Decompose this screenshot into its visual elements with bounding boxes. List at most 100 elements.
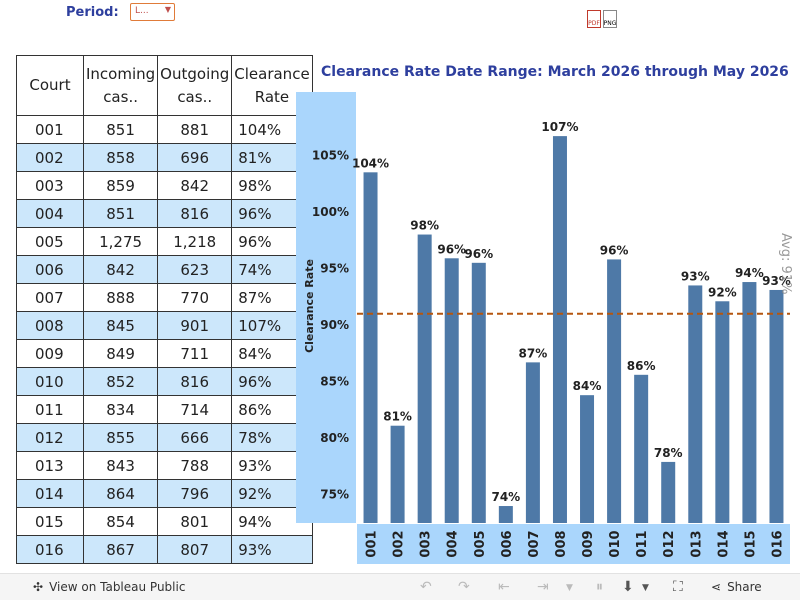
cell-incoming: 864 (82, 479, 159, 508)
header-outgoing: Outgoing cas.. (157, 55, 233, 116)
bar-data-label: 93% (762, 274, 791, 288)
cell-outgoing: 770 (157, 283, 233, 312)
clearance-rate-chart: Clearance Rate 75% 80% 85% 90% 95% 100% 105%104… (296, 92, 793, 564)
bar-007[interactable] (525, 362, 540, 523)
share-button[interactable]: ⋖ Share (711, 580, 762, 594)
bar-005[interactable] (471, 262, 486, 523)
y-tick-label: 100% (312, 205, 349, 219)
bar-009[interactable] (580, 395, 595, 523)
download-menu-chevron-icon[interactable]: ▼ (642, 583, 649, 593)
x-tick-label: 002 (392, 530, 407, 557)
bar-data-label: 74% (491, 490, 520, 504)
pdf-export-icon[interactable]: PDF (587, 10, 601, 28)
cell-incoming: 842 (82, 255, 159, 284)
table-row: 004 851 816 96% (16, 199, 313, 228)
bar-012[interactable] (661, 461, 676, 523)
chart-title: Clearance Rate Date Range: March 2026 th… (321, 64, 789, 80)
header-incoming: Incoming cas.. (82, 55, 159, 116)
bar-001[interactable] (363, 172, 378, 523)
cell-outgoing: 807 (157, 535, 233, 564)
table-row: 009 849 711 84% (16, 339, 313, 368)
y-axis-title: Clearance Rate (303, 259, 316, 353)
bar-data-label: 93% (681, 269, 710, 283)
x-axis-band (357, 524, 790, 564)
y-tick-label: 90% (320, 318, 349, 332)
footer-toolbar: ✣ View on Tableau Public ↶ ↷ ⇤ ⇥ ▼ ⏸ ⬇ ▼… (0, 573, 800, 600)
redo-icon[interactable]: ↷ (458, 579, 470, 595)
y-tick-label: 85% (320, 375, 349, 389)
cell-incoming: 859 (82, 171, 159, 200)
pause-icon[interactable]: ⏸ (596, 579, 603, 595)
cell-incoming: 858 (82, 143, 159, 172)
y-axis-band (296, 92, 356, 523)
table-row: 006 842 623 74% (16, 255, 313, 284)
table-row: 003 859 842 98% (16, 171, 313, 200)
cell-outgoing: 666 (157, 423, 233, 452)
table-row: 013 843 788 93% (16, 451, 313, 480)
x-tick-label: 009 (581, 530, 596, 557)
x-tick-label: 013 (689, 530, 704, 557)
cell-incoming: 845 (82, 311, 159, 340)
bar-data-label: 92% (708, 285, 737, 299)
png-export-icon[interactable]: PNG (603, 10, 617, 28)
bar-003[interactable] (417, 234, 432, 523)
x-tick-label: 014 (716, 530, 731, 557)
bar-004[interactable] (444, 258, 459, 523)
cell-court: 008 (16, 311, 84, 340)
bar-data-label: 94% (735, 266, 764, 280)
table-row: 014 864 796 92% (16, 479, 313, 508)
table-row: 011 834 714 86% (16, 395, 313, 424)
table-header-row: Court Incoming cas.. Outgoing cas.. Clea… (16, 55, 313, 116)
cell-outgoing: 801 (157, 507, 233, 536)
court-table: Court Incoming cas.. Outgoing cas.. Clea… (16, 55, 313, 564)
fullscreen-icon[interactable]: ⛶ (673, 579, 683, 595)
revert-icon[interactable]: ⇤ (498, 579, 510, 595)
cell-outgoing: 1,218 (157, 227, 233, 256)
bar-data-label: 81% (383, 410, 412, 424)
bar-015[interactable] (742, 282, 757, 523)
y-tick-label: 95% (320, 261, 349, 275)
cell-court: 014 (16, 479, 84, 508)
y-tick-label: 75% (320, 488, 349, 502)
cell-court: 011 (16, 395, 84, 424)
bar-010[interactable] (607, 259, 622, 523)
table-row: 001 851 881 104% (16, 115, 313, 144)
bar-data-label: 86% (627, 359, 656, 373)
cell-court: 001 (16, 115, 84, 144)
x-tick-label: 016 (770, 530, 785, 557)
header-court: Court (16, 55, 84, 116)
bar-016[interactable] (769, 289, 784, 523)
x-tick-label: 007 (527, 530, 542, 557)
table-row: 012 855 666 78% (16, 423, 313, 452)
x-tick-label: 012 (662, 530, 677, 557)
cell-clearance: 93% (231, 535, 313, 564)
bar-data-label: 107% (541, 120, 578, 134)
period-dropdown[interactable]: L... ▼ (130, 3, 175, 21)
bar-011[interactable] (634, 374, 649, 523)
bar-data-label: 87% (519, 346, 548, 360)
bar-006[interactable] (498, 506, 513, 523)
bar-008[interactable] (552, 136, 567, 523)
bar-data-label: 96% (437, 242, 466, 256)
average-reference-label: Avg: 91% (778, 233, 793, 294)
x-tick-label: 005 (473, 530, 488, 557)
view-on-tableau-link[interactable]: ✣ View on Tableau Public (33, 580, 185, 594)
table-row: 015 854 801 94% (16, 507, 313, 536)
cell-court: 002 (16, 143, 84, 172)
refresh-menu-chevron-icon[interactable]: ▼ (566, 583, 573, 593)
bar-013[interactable] (688, 285, 703, 523)
cell-court: 013 (16, 451, 84, 480)
cell-incoming: 851 (82, 115, 159, 144)
cell-outgoing: 816 (157, 199, 233, 228)
bar-data-label: 104% (352, 156, 389, 170)
undo-icon[interactable]: ↶ (420, 579, 432, 595)
refresh-icon[interactable]: ⇥ (537, 579, 549, 595)
bar-002[interactable] (390, 425, 405, 523)
cell-outgoing: 842 (157, 171, 233, 200)
cell-outgoing: 816 (157, 367, 233, 396)
bar-014[interactable] (715, 301, 730, 523)
download-icon[interactable]: ⬇ (622, 579, 634, 595)
cell-outgoing: 623 (157, 255, 233, 284)
cell-incoming: 852 (82, 367, 159, 396)
cell-outgoing: 788 (157, 451, 233, 480)
